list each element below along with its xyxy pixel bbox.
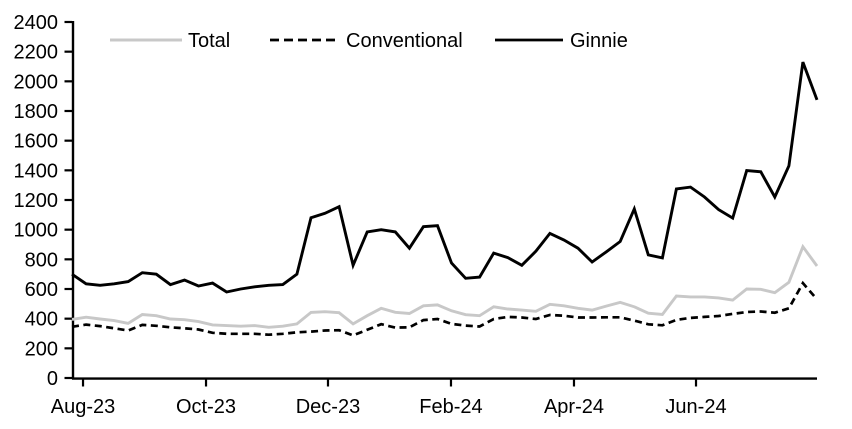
y-tick-label: 1800 bbox=[14, 101, 59, 123]
y-tick-label: 1000 bbox=[14, 220, 59, 242]
series-line-ginnie bbox=[71, 61, 819, 294]
y-tick-label: 0 bbox=[47, 368, 58, 390]
y-tick-label: 1600 bbox=[14, 131, 59, 153]
y-tick-label: 2000 bbox=[14, 71, 59, 93]
y-tick-label: 400 bbox=[25, 309, 58, 331]
plot-area bbox=[71, 61, 819, 337]
y-tick-label: 2400 bbox=[14, 12, 59, 34]
y-tick-label: 800 bbox=[25, 249, 58, 271]
y-axis: 0 200 400 600 800 1000 1200 1400 1600 1800 2000 220… bbox=[14, 12, 75, 390]
legend-label-ginnie: Ginnie bbox=[570, 30, 628, 52]
series-line-total bbox=[71, 243, 819, 329]
x-tick-label: Oct-23 bbox=[176, 396, 236, 418]
series-line-conventional bbox=[71, 280, 819, 337]
legend-item-conventional: Conventional bbox=[270, 30, 463, 52]
legend-item-ginnie: Ginnie bbox=[495, 30, 628, 52]
x-axis: Aug-23 Oct-23 Dec-23 Feb-24 Apr-24 Jun-24 bbox=[51, 377, 817, 418]
x-tick-label: Apr-24 bbox=[544, 396, 604, 418]
legend-label-total: Total bbox=[188, 30, 230, 52]
x-tick-label: Jun-24 bbox=[665, 396, 726, 418]
chart-legend: Total Conventional Ginnie bbox=[110, 30, 628, 52]
y-tick-label: 1400 bbox=[14, 160, 59, 182]
y-tick-label: 2200 bbox=[14, 42, 59, 64]
y-tick-label: 1200 bbox=[14, 190, 59, 212]
legend-item-total: Total bbox=[110, 30, 230, 52]
legend-label-conventional: Conventional bbox=[346, 30, 463, 52]
x-tick-label: Dec-23 bbox=[296, 396, 360, 418]
x-tick-label: Aug-23 bbox=[51, 396, 116, 418]
x-tick-label: Feb-24 bbox=[419, 396, 482, 418]
y-tick-label: 200 bbox=[25, 338, 58, 360]
y-tick-label: 600 bbox=[25, 279, 58, 301]
